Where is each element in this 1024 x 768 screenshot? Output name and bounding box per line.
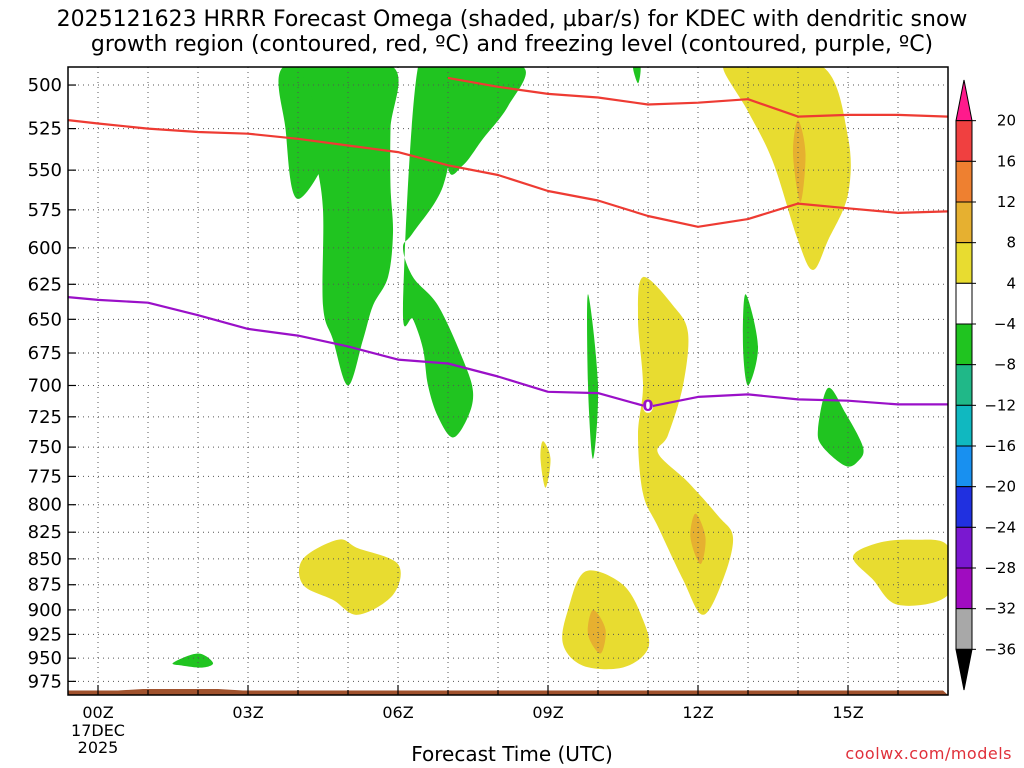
terrain-fill <box>68 689 948 695</box>
y-tick-label: 775 <box>28 466 62 487</box>
y-tick-label: 675 <box>28 343 62 364</box>
colorbar-label: 8 <box>1006 234 1016 252</box>
colorbar-swatch <box>955 242 973 284</box>
omega-region-negative <box>742 294 759 386</box>
colorbar-swatch <box>955 160 973 203</box>
omega-region-negative <box>303 67 399 386</box>
colorbar-arrow-top <box>955 79 973 122</box>
omega-region-plus4 <box>562 570 650 670</box>
colorbar-label: 16 <box>997 152 1016 170</box>
colorbar-label: −20 <box>984 478 1016 496</box>
colorbar-label: −8 <box>994 356 1016 374</box>
colorbar-label: −4 <box>994 315 1016 333</box>
omega-region-negative <box>817 387 864 467</box>
x-date-label: 17DEC <box>71 721 125 740</box>
x-tick-label: 09Z <box>532 703 563 722</box>
colorbar-swatch <box>955 445 973 488</box>
dendritic-growth-contour <box>68 119 948 228</box>
freezing-level-label: 0 <box>642 396 653 415</box>
omega-region-negative <box>632 67 641 84</box>
y-tick-label: 950 <box>28 648 62 669</box>
colorbar-label: −32 <box>984 600 1016 618</box>
colorbar-swatch <box>955 120 973 162</box>
x-tick-label: 00Z <box>82 703 113 722</box>
x-tick-label: 15Z <box>832 703 863 722</box>
plot-frame <box>67 66 949 696</box>
omega-region-plus4 <box>298 539 401 615</box>
omega-region-plus4 <box>852 539 948 606</box>
contour-label-background <box>643 400 653 413</box>
y-tick-label: 875 <box>28 575 62 596</box>
chart-title-line-2: growth region (contoured, red, ºC) and f… <box>90 32 934 57</box>
colorbar-swatch <box>955 567 973 610</box>
contours: 0 <box>68 76 948 415</box>
omega-region-plus8 <box>792 120 806 202</box>
y-tick-label: 525 <box>28 119 62 140</box>
grid <box>68 67 949 695</box>
colorbar-label: −12 <box>984 396 1016 414</box>
colorbar-swatch <box>955 323 973 366</box>
y-tick-label: 575 <box>28 200 62 221</box>
omega-region-plus4 <box>723 67 851 270</box>
y-tick-label: 600 <box>28 238 62 259</box>
y-tick-label: 975 <box>28 671 62 692</box>
y-tick-label: 650 <box>28 309 62 330</box>
x-tick-label: 06Z <box>382 703 413 722</box>
colorbar-swatch <box>955 364 973 406</box>
y-tick-label: 925 <box>28 624 62 645</box>
colorbar-swatch <box>955 608 973 650</box>
colorbar-label: −16 <box>984 437 1016 455</box>
colorbar-swatch <box>955 282 973 325</box>
colorbar-swatch <box>955 404 973 447</box>
x-axis-label: Forecast Time (UTC) <box>411 742 613 766</box>
omega-region-negative <box>441 67 526 175</box>
colorbar-label: 12 <box>997 193 1016 211</box>
colorbar-label: 4 <box>1006 274 1016 292</box>
y-tick-label: 800 <box>28 495 62 516</box>
y-tick-label: 550 <box>28 160 62 181</box>
colorbar-swatch <box>955 201 973 244</box>
colorbar-arrow-bottom <box>955 648 973 691</box>
y-axis: 500 525 550 575 600 625 650 675 700 725 750 775 800 8… <box>28 75 76 692</box>
x-tick-label: 03Z <box>232 703 263 722</box>
credit-text: coolwx.com/models <box>845 744 1012 763</box>
y-tick-label: 825 <box>28 522 62 543</box>
x-tick-label: 12Z <box>682 703 713 722</box>
terrain-band <box>68 689 948 695</box>
y-tick-label: 625 <box>28 274 62 295</box>
omega-region-negative <box>172 653 214 668</box>
y-tick-label: 750 <box>28 437 62 458</box>
freezing-level-contour <box>68 296 948 408</box>
colorbar-label: 20 <box>997 112 1016 130</box>
colorbar-swatch <box>955 526 973 569</box>
dendritic-growth-contour <box>447 76 948 118</box>
omega-region-negative <box>587 294 599 459</box>
colorbar: 20 16 12 8 4 −4 −8 −12 −16 −20 −24 −28 −32 −36 <box>955 79 1016 691</box>
omega-region-plus4 <box>637 276 734 615</box>
colorbar-label: −36 <box>984 640 1016 658</box>
y-tick-label: 500 <box>28 75 62 96</box>
colorbar-label: −24 <box>984 518 1016 536</box>
y-tick-label: 725 <box>28 407 62 428</box>
omega-region-plus8 <box>587 609 606 654</box>
chart-title-line-1: 2025121623 HRRR Forecast Omega (shaded, … <box>56 7 968 32</box>
omega-shading <box>172 67 948 670</box>
y-tick-label: 850 <box>28 549 62 570</box>
omega-region-negative <box>402 67 474 438</box>
colorbar-swatch <box>955 486 973 528</box>
y-tick-label: 900 <box>28 600 62 621</box>
omega-region-plus8 <box>690 513 706 565</box>
y-tick-label: 700 <box>28 375 62 396</box>
x-date-label: 2025 <box>78 738 119 757</box>
colorbar-label: −28 <box>984 559 1016 577</box>
